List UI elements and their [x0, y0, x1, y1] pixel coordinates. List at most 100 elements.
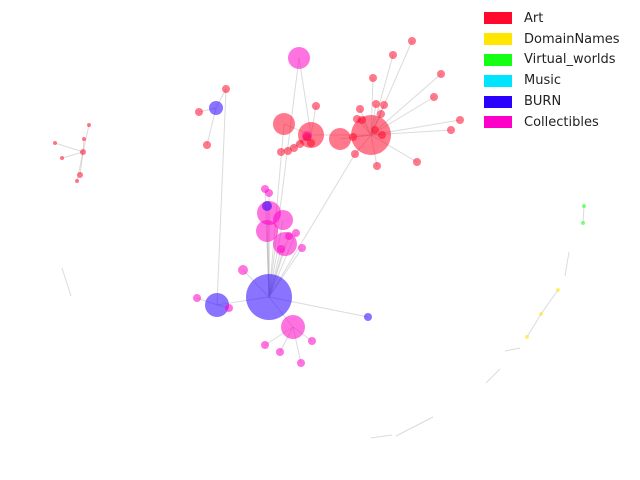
node-art	[296, 140, 304, 148]
legend-swatch-music	[484, 74, 512, 87]
node-burn	[246, 274, 292, 320]
node-art	[437, 70, 445, 78]
node-collectibles	[238, 265, 248, 275]
graph-edge	[54, 142, 84, 153]
legend-swatch-burn	[484, 95, 512, 108]
legend: Art DomainNames Virtual_worlds Music BUR…	[484, 8, 620, 133]
node-art	[358, 116, 366, 124]
node-burn	[262, 201, 272, 211]
graph-edge	[540, 289, 559, 315]
node-burn	[364, 313, 372, 321]
isolated-edge	[395, 416, 434, 437]
isolated-edge	[370, 434, 393, 439]
node-collectibles	[273, 210, 293, 230]
node-art	[277, 148, 285, 156]
isolated-edge	[504, 347, 521, 352]
node-art	[307, 139, 315, 147]
legend-item-virtual-worlds: Virtual_worlds	[484, 50, 620, 71]
node-art	[284, 147, 292, 155]
legend-label-domainnames: DomainNames	[524, 31, 620, 47]
node-art	[203, 141, 211, 149]
graph-edge	[268, 153, 356, 298]
node-art	[60, 156, 64, 160]
node-virtual-worlds	[582, 204, 586, 208]
isolated-edge	[564, 251, 570, 277]
node-art	[77, 172, 83, 178]
graph-edge	[268, 57, 300, 298]
node-art	[82, 137, 86, 141]
legend-label-music: Music	[524, 73, 561, 89]
node-burn	[209, 101, 223, 115]
node-art	[329, 128, 351, 150]
node-collectibles	[297, 359, 305, 367]
graph-edge	[79, 151, 84, 176]
legend-swatch-collectibles	[484, 116, 512, 129]
node-art	[222, 85, 230, 93]
node-art	[53, 141, 57, 145]
legend-item-collectibles: Collectibles	[484, 112, 620, 133]
node-collectibles	[193, 294, 201, 302]
node-domainnames	[539, 312, 543, 316]
legend-swatch-art	[484, 12, 512, 25]
node-collectibles	[281, 315, 305, 339]
node-collectibles	[261, 341, 269, 349]
node-art	[273, 113, 295, 135]
isolated-edge	[485, 368, 501, 384]
legend-item-burn: BURN	[484, 91, 620, 112]
node-collectibles	[308, 337, 316, 345]
node-domainnames	[525, 335, 529, 339]
node-collectibles	[276, 348, 284, 356]
node-art	[389, 51, 397, 59]
node-domainnames	[556, 288, 560, 292]
legend-swatch-virtual-worlds	[484, 53, 512, 66]
node-art	[373, 162, 381, 170]
graph-edge	[526, 313, 542, 338]
node-collectibles	[225, 304, 233, 312]
node-art	[447, 126, 455, 134]
node-art	[378, 131, 386, 139]
node-art	[80, 149, 86, 155]
isolated-edge	[61, 267, 72, 297]
node-art	[369, 74, 377, 82]
node-art	[349, 133, 357, 141]
node-art	[356, 105, 364, 113]
graph-edge	[582, 205, 585, 224]
legend-item-domainnames: DomainNames	[484, 29, 620, 50]
node-art	[75, 179, 79, 183]
node-art	[195, 108, 203, 116]
legend-label-burn: BURN	[524, 94, 562, 110]
node-burn	[205, 293, 229, 317]
node-collectibles	[277, 245, 285, 253]
node-collectibles	[265, 189, 273, 197]
node-art	[413, 158, 421, 166]
node-virtual-worlds	[581, 221, 585, 225]
node-collectibles	[256, 220, 278, 242]
node-art	[371, 126, 379, 134]
graph-edge	[216, 88, 227, 306]
legend-label-collectibles: Collectibles	[524, 114, 599, 130]
node-art	[290, 144, 298, 152]
node-collectibles	[288, 47, 310, 69]
node-art	[87, 123, 91, 127]
node-collectibles	[298, 244, 306, 252]
graph-edge	[82, 124, 90, 153]
node-art	[430, 93, 438, 101]
legend-swatch-domainnames	[484, 33, 512, 46]
node-layer	[53, 37, 586, 367]
legend-label-art: Art	[524, 10, 544, 26]
node-art	[380, 101, 388, 109]
node-art	[351, 150, 359, 158]
node-art	[408, 37, 416, 45]
node-art	[456, 116, 464, 124]
node-art	[303, 133, 311, 141]
node-art	[351, 115, 391, 155]
node-collectibles	[285, 232, 293, 240]
node-collectibles	[292, 229, 300, 237]
legend-label-virtual-worlds: Virtual_worlds	[524, 52, 616, 68]
legend-item-music: Music	[484, 70, 620, 91]
legend-item-art: Art	[484, 8, 620, 29]
node-art	[377, 110, 385, 118]
node-art	[372, 100, 380, 108]
